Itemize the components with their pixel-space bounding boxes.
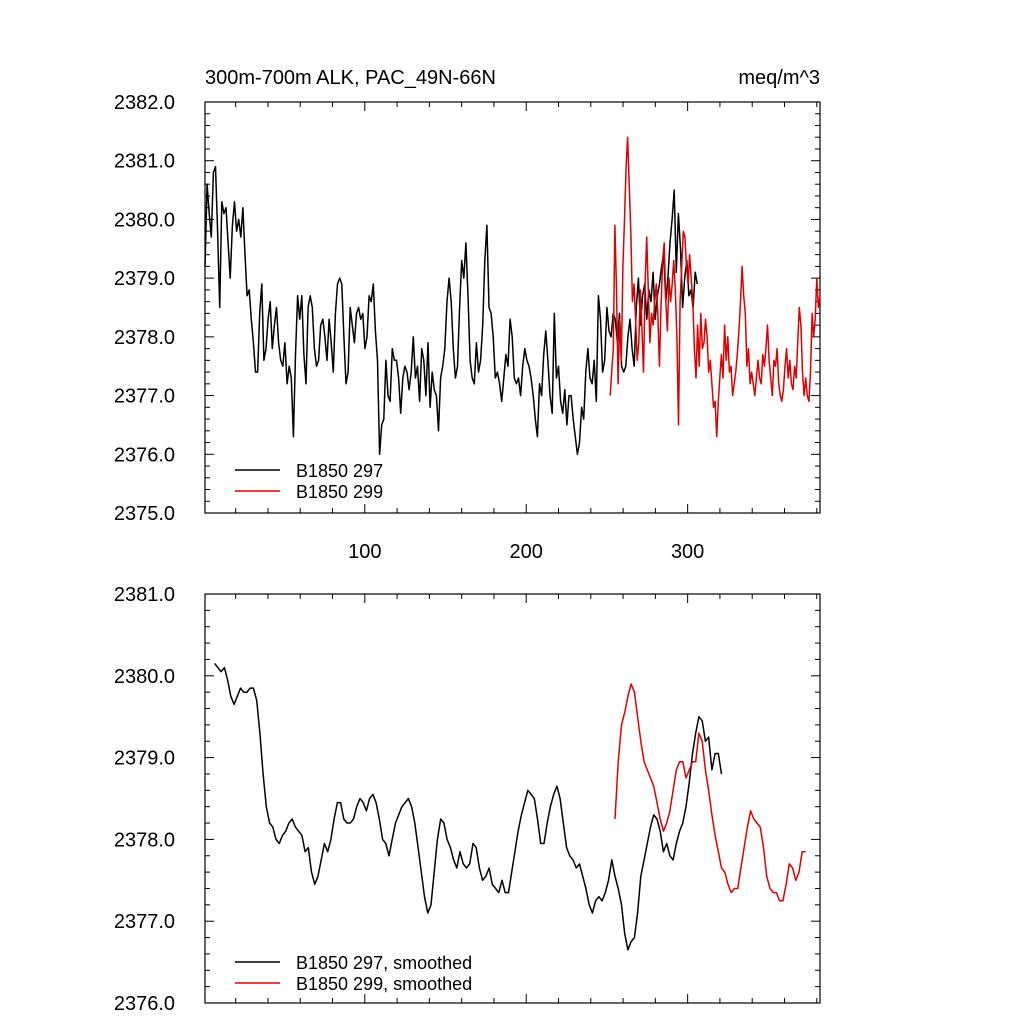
y-tick-label: 2377.0 (114, 386, 175, 408)
top-plot-frame (204, 101, 821, 514)
y-tick-label: 2378.0 (114, 327, 175, 349)
series-line-b1850-297 (204, 165, 699, 456)
bottom-series (214, 663, 806, 951)
series-line-b1850-299-smoothed (614, 683, 806, 902)
bottom-plot-frame (204, 593, 821, 1004)
series-line-b1850-297-smoothed (214, 663, 723, 951)
y-tick-label: 2375.0 (114, 503, 175, 525)
legend-label-b1850-297-smoothed: B1850 297, smoothed (296, 953, 472, 973)
series-line-b1850-299 (609, 136, 821, 438)
y-tick-label: 2378.0 (114, 829, 175, 851)
y-tick-label: 2379.0 (114, 268, 175, 290)
top-title-right: meq/m^3 (738, 67, 820, 89)
top-title-left: 300m-700m ALK, PAC_49N-66N (205, 67, 496, 89)
y-tick-label: 2380.0 (114, 666, 175, 688)
y-tick-label: 2376.0 (114, 444, 175, 466)
x-tick-label: 300 (671, 541, 704, 563)
bottom-panel: 2376.0 2377.0 2378.0 2379.0 2380.0 2381.0 B18… (114, 584, 821, 1015)
legend-label-b1850-299-smoothed: B1850 299, smoothed (296, 974, 472, 994)
y-tick-label: 2380.0 (114, 209, 175, 231)
y-tick-label: 2382.0 (114, 92, 175, 114)
y-tick-label: 2381.0 (114, 584, 175, 606)
y-tick-label: 2377.0 (114, 911, 175, 933)
bottom-legend: B1850 297, smoothed B1850 299, smoothed (235, 953, 472, 994)
y-tick-label: 2379.0 (114, 748, 175, 770)
y-tick-label: 2376.0 (114, 993, 175, 1015)
x-tick-label: 100 (348, 541, 381, 563)
top-ticks: 2375.0 2376.0 2377.0 2378.0 2379.0 2380.0 2381… (114, 92, 820, 563)
top-legend: B1850 297 B1850 299 (235, 461, 383, 502)
y-tick-label: 2381.0 (114, 151, 175, 173)
bottom-ticks: 2376.0 2377.0 2378.0 2379.0 2380.0 2381.0 (114, 584, 820, 1015)
x-tick-label: 200 (510, 541, 543, 563)
top-panel: 300m-700m ALK, PAC_49N-66N meq/m^3 2375.… (114, 67, 821, 563)
legend-label-b1850-299: B1850 299 (296, 482, 383, 502)
top-series (204, 136, 821, 456)
legend-label-b1850-297: B1850 297 (296, 461, 383, 481)
